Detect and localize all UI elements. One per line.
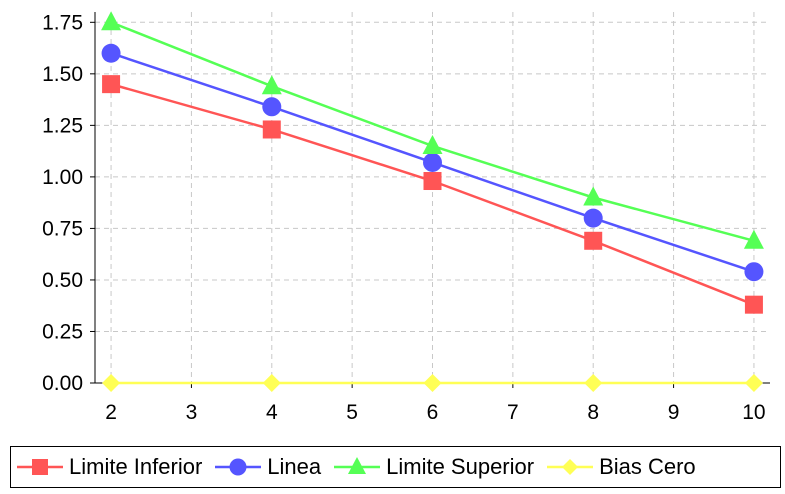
legend-swatch-linea — [215, 458, 262, 476]
data-point-bias-cero — [262, 374, 281, 392]
legend-item-limite-superior: Limite Superior — [334, 454, 534, 480]
data-point-limite-inferior — [423, 172, 442, 191]
data-point-linea — [101, 43, 121, 63]
x-tick-label: 2 — [105, 401, 117, 424]
x-tick-label: 9 — [668, 401, 680, 424]
legend-item-limite-inferior: Limite Inferior — [17, 454, 202, 480]
x-tick-label: 4 — [266, 401, 278, 424]
legend: Limite Inferior Linea Limite Superior Bias … — [10, 446, 781, 488]
series-bias-cero — [102, 374, 763, 392]
x-axis-ticks: 2 3 4 5 6 7 8 9 10 — [105, 383, 766, 424]
legend-item-linea: Linea — [215, 454, 321, 480]
data-point-limite-superior — [422, 134, 443, 154]
data-point-limite-inferior — [102, 75, 121, 94]
y-tick-label: 1.75 — [42, 11, 83, 34]
data-point-limite-inferior — [262, 120, 281, 139]
y-tick-label: 0.50 — [42, 269, 83, 292]
x-tick-label: 8 — [587, 401, 599, 424]
y-tick-label: 1.50 — [42, 63, 83, 86]
legend-label: Limite Superior — [386, 454, 535, 479]
grid-lines — [95, 12, 770, 383]
data-point-linea — [744, 262, 764, 282]
data-point-bias-cero — [584, 374, 603, 392]
legend-label: Linea — [267, 454, 322, 479]
legend-item-bias-cero: Bias Cero — [547, 454, 696, 480]
data-point-linea — [583, 208, 603, 228]
x-tick-label: 7 — [507, 401, 519, 424]
y-tick-label: 0.25 — [42, 320, 83, 343]
legend-swatch-bias-cero — [547, 459, 594, 475]
series-layer — [101, 11, 764, 392]
y-tick-label: 1.00 — [42, 166, 83, 189]
x-tick-label: 3 — [186, 401, 198, 424]
x-tick-label: 5 — [346, 401, 358, 424]
data-point-linea — [262, 97, 282, 117]
legend-swatch-limite-superior — [334, 457, 381, 474]
x-tick-label: 6 — [427, 401, 439, 424]
data-point-limite-superior — [101, 11, 122, 31]
legend-label: Limite Inferior — [69, 454, 203, 479]
data-point-bias-cero — [423, 374, 442, 392]
legend-label: Bias Cero — [599, 454, 696, 479]
data-point-bias-cero — [744, 374, 763, 392]
y-axis-ticks: 0.00 0.25 0.50 0.75 1.00 1.25 1.50 1.75 — [42, 11, 95, 395]
line-chart: 0.00 0.25 0.50 0.75 1.00 1.25 1.50 1.75 2 3 4 5 6 7 8… — [42, 11, 770, 424]
data-point-limite-superior — [261, 75, 282, 95]
data-point-limite-superior — [743, 229, 764, 249]
data-point-limite-inferior — [744, 295, 763, 314]
data-point-limite-superior — [583, 186, 604, 206]
legend-swatch-limite-inferior — [17, 459, 63, 475]
y-tick-label: 0.75 — [42, 217, 83, 240]
y-tick-label: 0.00 — [42, 372, 83, 395]
data-point-bias-cero — [102, 374, 121, 392]
series-linea — [101, 43, 764, 282]
data-point-limite-inferior — [584, 231, 603, 250]
data-point-linea — [423, 152, 442, 172]
x-tick-label: 10 — [742, 401, 765, 424]
series-limite-inferior — [102, 75, 763, 314]
series-limite-superior — [101, 11, 764, 249]
y-tick-label: 1.25 — [42, 114, 83, 137]
